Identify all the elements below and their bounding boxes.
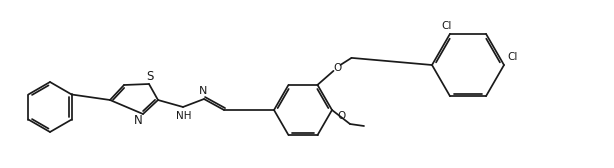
Text: O: O xyxy=(338,111,346,121)
Text: O: O xyxy=(333,63,341,73)
Text: N: N xyxy=(199,86,207,96)
Text: Cl: Cl xyxy=(508,52,518,62)
Text: S: S xyxy=(146,71,154,83)
Text: NH: NH xyxy=(176,111,192,121)
Text: N: N xyxy=(134,115,142,128)
Text: Cl: Cl xyxy=(442,21,452,31)
